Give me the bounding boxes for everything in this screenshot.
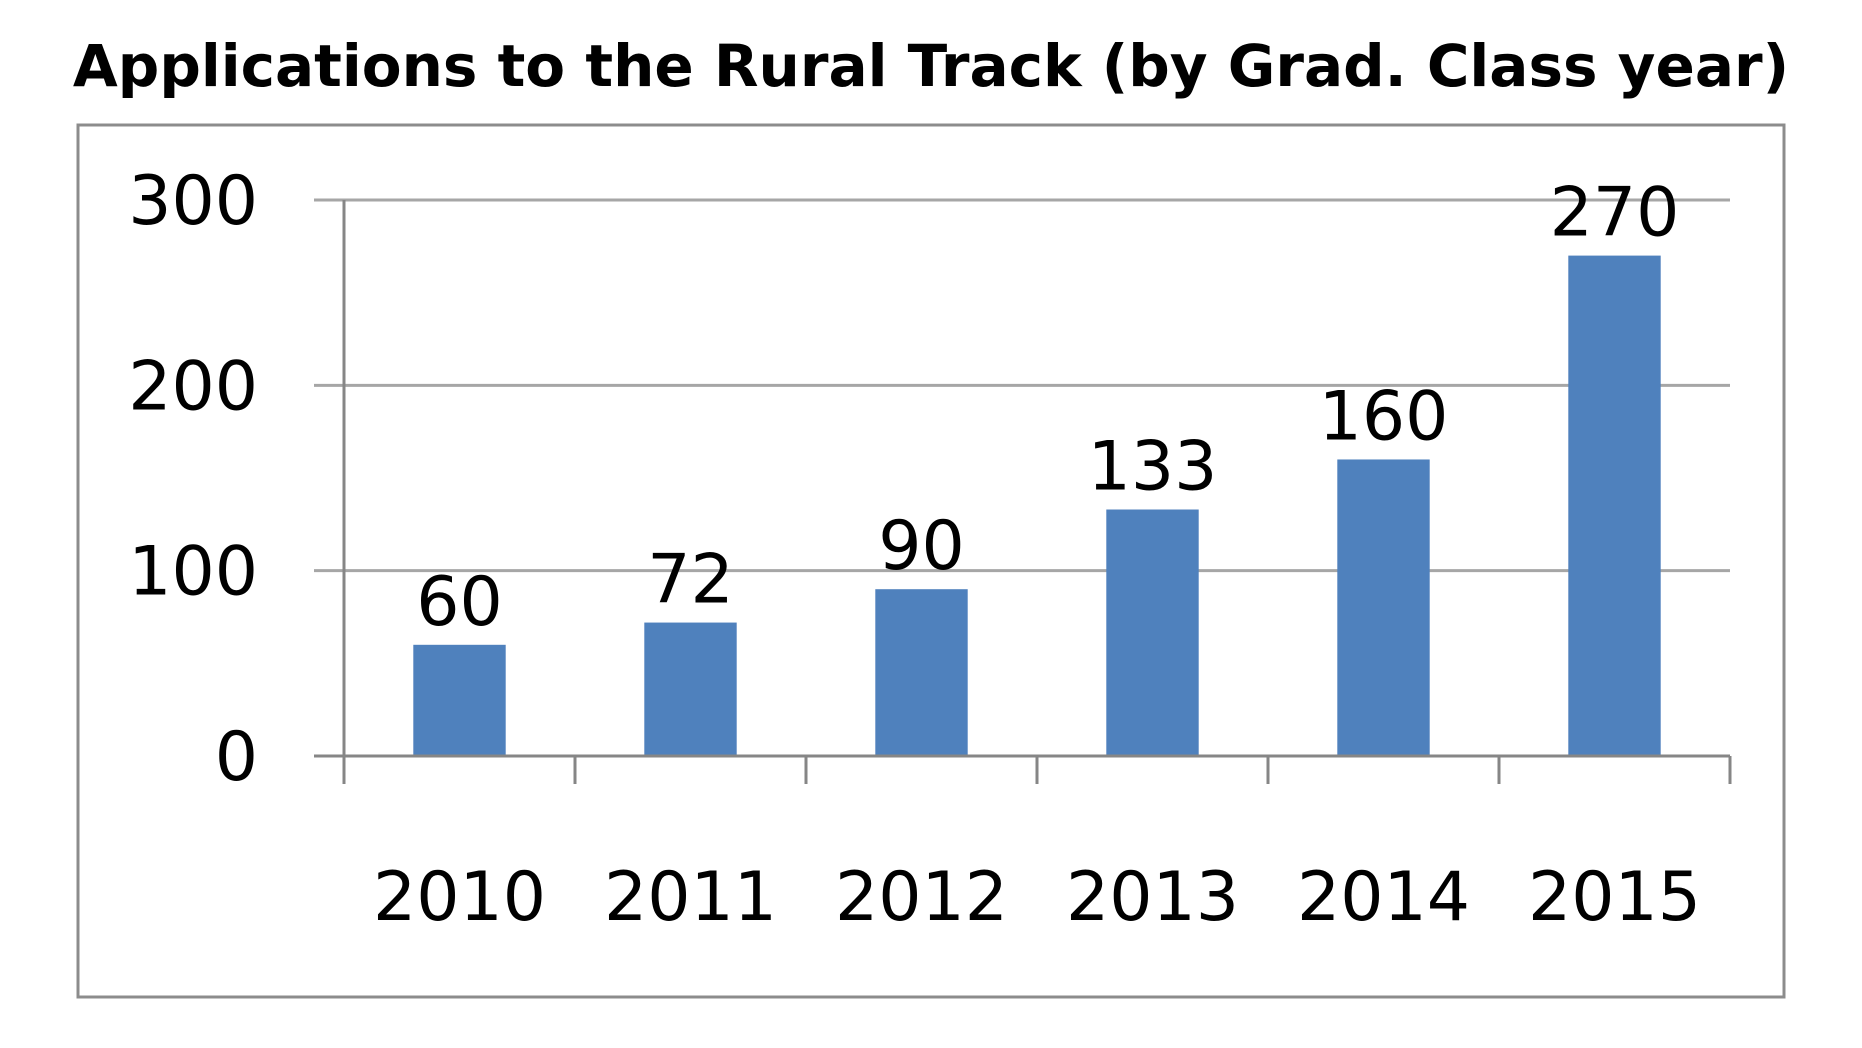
plot-frame: [76, 123, 1786, 999]
bar-2012: [875, 589, 968, 756]
y-tick-label: 300: [128, 162, 258, 241]
bar-2014: [1337, 459, 1430, 756]
axes: 0 100 200 300 2010 2011 2012 2013 2014 2015: [128, 162, 1732, 937]
x-tick-label: 2014: [1297, 858, 1470, 937]
data-label-2012: 90: [878, 507, 965, 586]
y-tick-label: 100: [128, 533, 258, 612]
bar-2015: [1568, 255, 1661, 756]
bar-2013: [1106, 509, 1199, 756]
chart-title: Applications to the Rural Track (by Grad…: [73, 32, 1789, 100]
gridlines: [314, 198, 1730, 573]
x-tick-label: 2012: [835, 858, 1008, 937]
bar-2010: [413, 644, 506, 756]
data-label-2010: 60: [416, 563, 503, 642]
data-labels: 60 72 90 133 160 270: [416, 174, 1679, 642]
data-label-2011: 72: [647, 541, 734, 620]
data-label-2015: 270: [1550, 174, 1680, 253]
data-label-2014: 160: [1319, 377, 1449, 456]
x-tick-label: 2011: [604, 858, 777, 937]
data-label-2013: 133: [1088, 428, 1218, 507]
x-tick-label: 2015: [1528, 858, 1701, 937]
y-tick-label: 0: [215, 718, 258, 797]
y-tick-label: 200: [128, 347, 258, 426]
bar-series: [413, 255, 1661, 756]
x-tick-label: 2013: [1066, 858, 1239, 937]
bar-2011: [644, 622, 737, 756]
x-tick-label: 2010: [373, 858, 546, 937]
